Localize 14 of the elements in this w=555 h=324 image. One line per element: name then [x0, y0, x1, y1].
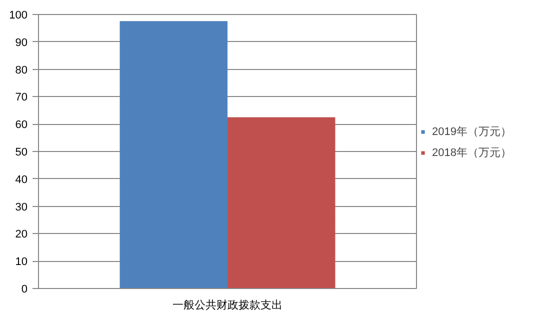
- y-tick-label: 60: [15, 119, 28, 132]
- y-tick-label: 80: [15, 64, 28, 76]
- x-tick-label: 一般公共财政拨款支出: [172, 298, 282, 312]
- y-tick-label: 90: [15, 36, 28, 49]
- y-tick-label: 10: [15, 256, 28, 268]
- y-tick-label: 100: [9, 10, 28, 22]
- y-tick-label: 70: [15, 92, 28, 104]
- legend-label: 2019年（万元）: [432, 125, 512, 139]
- y-tick-label: 40: [15, 174, 28, 186]
- y-tick-label: 50: [15, 146, 28, 158]
- y-tick-label: 20: [15, 228, 28, 241]
- legend-label: 2018年（万元）: [432, 146, 512, 160]
- y-tick-label: 30: [15, 201, 28, 214]
- y-tick-label: 0: [21, 284, 28, 296]
